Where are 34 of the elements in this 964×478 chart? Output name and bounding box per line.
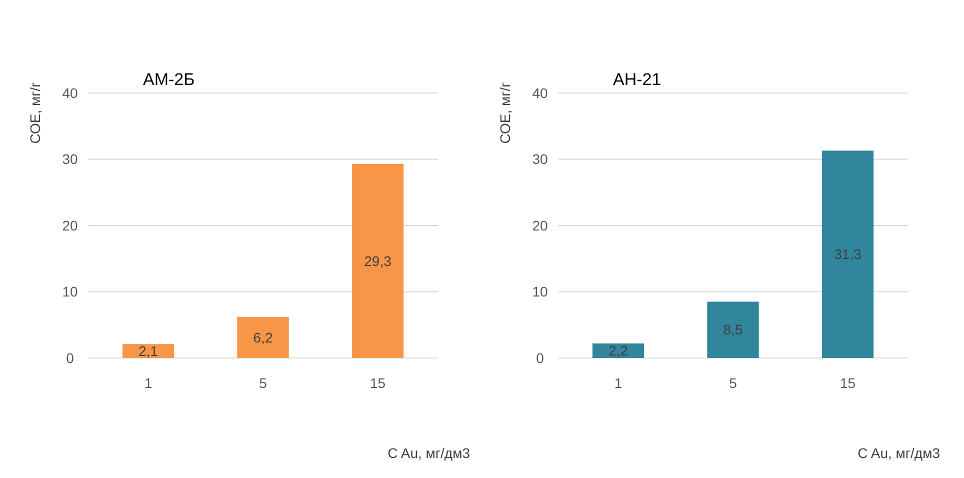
x-tick-label: 5 [729, 375, 738, 391]
bar [352, 164, 404, 358]
data-label: 2,2 [608, 342, 628, 359]
y-tick-label: 10 [532, 284, 548, 300]
data-label: 2,1 [138, 342, 158, 359]
data-label: 8,5 [723, 322, 743, 338]
x-tick-label: 15 [840, 375, 856, 391]
bar [707, 302, 759, 358]
y-tick-label: 30 [532, 151, 548, 168]
x-axis-title: C Au, мг/дм3 [858, 445, 940, 461]
x-tick-label: 5 [259, 375, 268, 391]
bar [592, 343, 644, 358]
y-tick-label: 40 [532, 84, 548, 101]
bar [237, 316, 289, 358]
bar [822, 150, 874, 358]
y-tick-label: 40 [62, 84, 78, 101]
y-tick-label: 30 [62, 151, 78, 168]
x-tick-label: 1 [144, 375, 152, 391]
chart-title: АМ-2Б [143, 70, 195, 89]
y-axis-title: СОЕ, мг/г [497, 82, 513, 144]
chart-title: АН-21 [613, 70, 662, 89]
x-axis-title: C Au, мг/дм3 [388, 445, 470, 461]
x-tick-label: 15 [370, 375, 386, 391]
y-tick-label: 0 [66, 350, 74, 366]
y-axis-title: СОЕ, мг/г [27, 82, 43, 144]
y-tick-label: 10 [62, 284, 78, 300]
x-tick-label: 1 [614, 375, 622, 391]
y-tick-label: 20 [62, 217, 78, 234]
bar [122, 344, 174, 358]
y-tick-label: 0 [536, 350, 544, 366]
data-label: 29,3 [364, 252, 392, 269]
y-tick-label: 20 [532, 217, 548, 234]
data-label: 31,3 [834, 246, 862, 262]
data-label: 6,2 [253, 329, 273, 346]
